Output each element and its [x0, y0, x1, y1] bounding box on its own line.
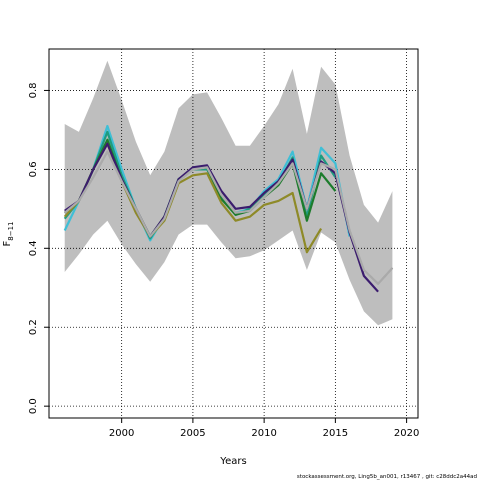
x-tick-label: 2020 [394, 428, 419, 439]
y-axis-label: F8−11 [2, 222, 15, 247]
confidence-band-layer [64, 60, 393, 326]
series-layer [63, 124, 394, 293]
axis-layer: 2000 2005 2010 2015 2020 0.0 0.2 0.4 0.6 0.8 [28, 82, 419, 439]
confidence-band [64, 60, 393, 326]
x-tick-label: 2010 [251, 428, 276, 439]
y-tick-label: 0.2 [28, 319, 39, 335]
x-tick-label: 2000 [109, 428, 134, 439]
y-tick-label: 0.8 [28, 82, 39, 98]
y-tick-label: 0.0 [28, 398, 39, 414]
y-tick-label: 0.4 [28, 240, 39, 256]
series-line-7 [63, 150, 394, 285]
y-axis-label-subscript: 8−11 [7, 222, 15, 241]
x-axis-label: Years [219, 456, 246, 467]
plot-frame [48, 48, 419, 419]
y-axis-label-main: F [2, 241, 13, 247]
x-tick-label: 2015 [323, 428, 348, 439]
footer-credit: stockassessment.org, Ling5b_an001, r1346… [297, 474, 477, 480]
y-tick-label: 0.6 [28, 161, 39, 177]
x-tick-label: 2005 [180, 428, 205, 439]
